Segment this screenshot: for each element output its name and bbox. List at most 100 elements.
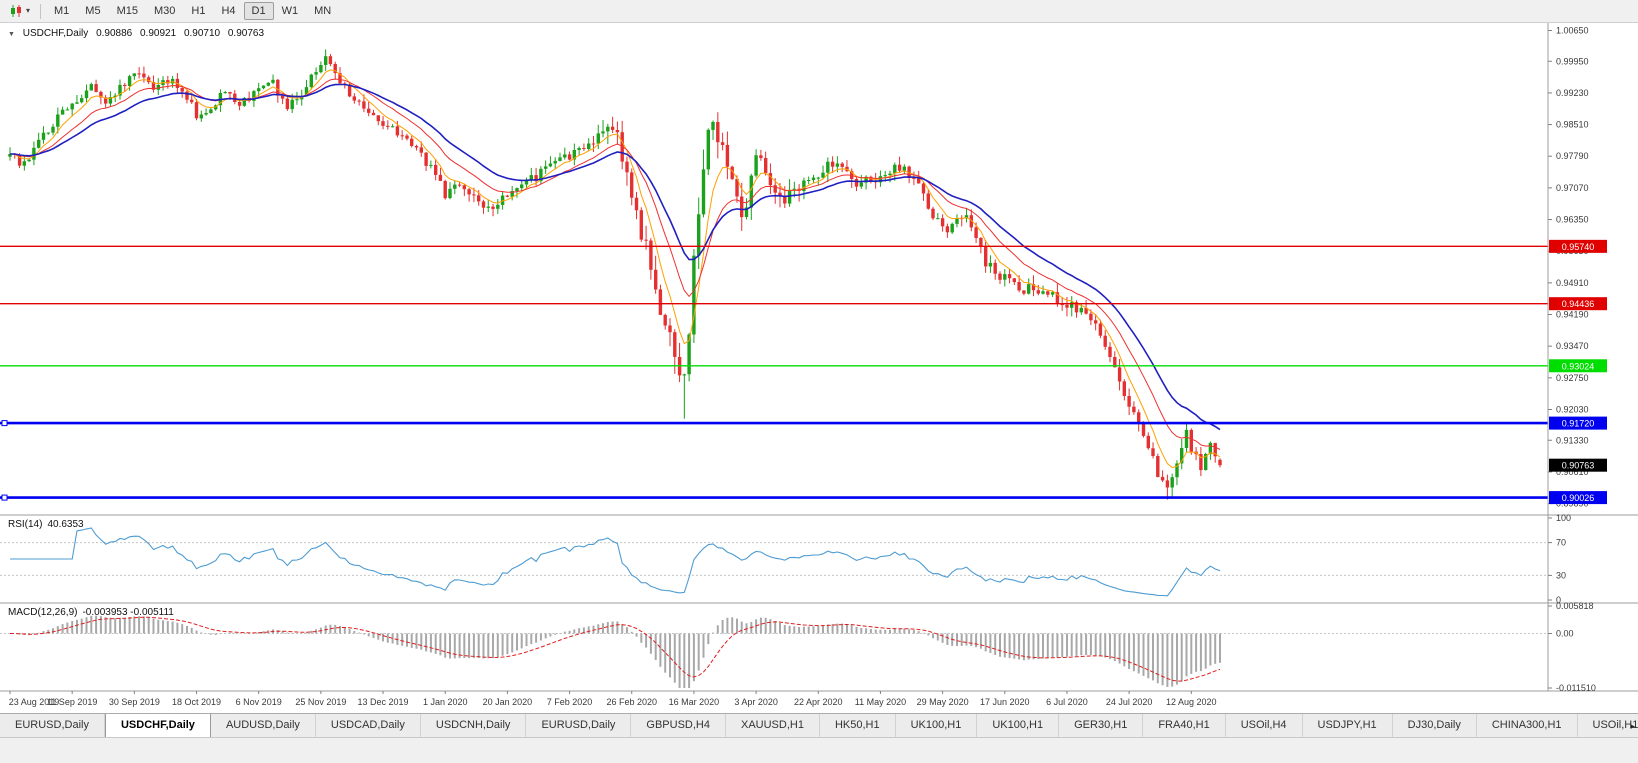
- chart-tab-hk50-h1[interactable]: HK50,H1: [819, 714, 896, 737]
- collapse-triangle-icon[interactable]: ▼: [8, 31, 15, 38]
- status-strip: [0, 737, 1638, 763]
- macd-label: MACD(12,26,9) -0.003953 -0.005111: [8, 607, 179, 618]
- level-badge-label: 0.95740: [1562, 242, 1595, 252]
- date-axis-label: 30 Sep 2019: [109, 697, 160, 707]
- rsi-axis-label: 100: [1556, 513, 1571, 523]
- price-axis-label: 0.98510: [1556, 120, 1589, 130]
- chart-tabs: EURUSD,Daily USDCHF,Daily AUDUSD,Daily USDC…: [0, 714, 1638, 737]
- ma-line-24: [10, 83, 1221, 431]
- level-line-handle[interactable]: [1, 494, 8, 501]
- macd-axis-label: -0.011510: [1556, 683, 1596, 693]
- timeframe-button-mn[interactable]: MN: [314, 5, 332, 17]
- date-axis-label: 22 Apr 2020: [794, 697, 843, 707]
- chart-tab-xauusd-h1[interactable]: XAUUSD,H1: [725, 714, 820, 737]
- date-axis-label: 23 Aug 2019: [9, 697, 60, 707]
- timeframe-button-h4[interactable]: H4: [221, 5, 236, 17]
- price-axis-label: 0.94190: [1556, 310, 1589, 320]
- chart-symbol-period: USDCHF,Daily: [22, 28, 89, 39]
- price-axis-label: 0.97790: [1556, 151, 1589, 161]
- timeframe-button-m5[interactable]: M5: [85, 5, 101, 17]
- rsi-value: 40.6353: [47, 519, 84, 530]
- date-axis-label: 18 Oct 2019: [172, 697, 221, 707]
- price-axis-label: 0.92030: [1556, 404, 1589, 414]
- level-badge-label: 0.93024: [1562, 361, 1595, 371]
- chart-tab-ger30-h1[interactable]: GER30,H1: [1059, 714, 1144, 737]
- chart-tab-eurusd-daily[interactable]: EURUSD,Daily: [0, 714, 105, 737]
- chart-tab-dj30-daily[interactable]: DJ30,Daily: [1392, 714, 1477, 737]
- date-axis-label: 25 Nov 2019: [295, 697, 346, 707]
- chart-tab-usdcad-daily[interactable]: USDCAD,Daily: [315, 714, 421, 737]
- level-price-badge: [1549, 239, 1607, 253]
- chart-tab-usdcnh-daily[interactable]: USDCNH,Daily: [420, 714, 527, 737]
- level-price-badge: [1549, 416, 1607, 430]
- chart-tab-uk100-h1[interactable]: UK100,H1: [895, 714, 978, 737]
- chart-tab-gbpusd-h4[interactable]: GBPUSD,H4: [631, 714, 726, 737]
- level-badge-label: 0.94436: [1562, 299, 1595, 309]
- timeframe-button-d1[interactable]: D1: [243, 2, 274, 20]
- price-axis-label: 0.94910: [1556, 278, 1589, 288]
- price-axis-label: 0.97070: [1556, 183, 1589, 193]
- ma-line-6: [9, 69, 1221, 469]
- macd-histogram: [13, 615, 1221, 688]
- date-axis-label: 26 Feb 2020: [606, 697, 657, 707]
- date-axis-label: 13 Dec 2019: [358, 697, 409, 707]
- chart-tab-usoil-h1[interactable]: USOil,H1: [1577, 714, 1638, 737]
- timeframe-button-m30[interactable]: M30: [153, 5, 176, 17]
- price-axis-label: 1.00650: [1556, 25, 1589, 35]
- level-price-badge: [1549, 297, 1607, 311]
- chart-tab-bar: EURUSD,Daily USDCHF,Daily AUDUSD,Daily USDC…: [0, 713, 1638, 737]
- date-axis-label: 12 Aug 2020: [1166, 697, 1217, 707]
- macd-name: MACD(12,26,9): [8, 607, 78, 618]
- chart-canvas[interactable]: 1.00650 0.99950 0.99230 0.98510 0.97790 0.970…: [0, 23, 1638, 713]
- level-price-badge: [1549, 491, 1607, 505]
- price-axis-label: 0.91330: [1556, 435, 1589, 445]
- price-axis-label: 0.99230: [1556, 88, 1589, 98]
- date-axis-label: 17 Jun 2020: [980, 697, 1030, 707]
- rsi-axis-label: 70: [1556, 538, 1566, 548]
- chart-tab-china300-h1[interactable]: CHINA300,H1: [1476, 714, 1578, 737]
- tab-scroll-right-icon[interactable]: ▸: [1630, 721, 1635, 731]
- rsi-name: RSI(14): [8, 519, 43, 530]
- timeframe-button-w1[interactable]: W1: [281, 5, 299, 17]
- price-axis-label: 0.90610: [1556, 467, 1589, 477]
- macd-values: -0.003953 -0.005111: [82, 607, 174, 618]
- ohlc-readout: ▼ USDCHF,Daily 0.90886 0.90921 0.90710 0…: [8, 28, 269, 39]
- chart-tab-usdjpy-h1[interactable]: USDJPY,H1: [1302, 714, 1393, 737]
- macd-signal-line: [10, 616, 1221, 682]
- date-axis-label: 20 Jan 2020: [483, 697, 533, 707]
- date-axis-label: 11 May 2020: [855, 697, 906, 707]
- date-axis-label: 11 Sep 2019: [47, 697, 97, 707]
- level-line-handle[interactable]: [1, 420, 8, 427]
- current-price-badge: [1549, 458, 1607, 472]
- readout-close: 0.90763: [227, 28, 265, 39]
- rsi-label: RSI(14) 40.6353: [8, 519, 89, 530]
- candlestick-chart-icon: [11, 5, 21, 17]
- timeframe-button-h1[interactable]: H1: [191, 5, 206, 17]
- price-axis-label: 0.96350: [1556, 215, 1589, 225]
- level-price-badge: [1549, 359, 1607, 373]
- chevron-down-icon: ▾: [26, 6, 31, 15]
- rsi-axis-label: 30: [1556, 570, 1566, 580]
- date-axis-label: 7 Feb 2020: [547, 697, 593, 707]
- toolbar-divider: [40, 3, 42, 19]
- current-price-label: 0.90763: [1562, 461, 1595, 471]
- rsi-line: [10, 527, 1221, 597]
- readout-open: 0.90886: [96, 28, 133, 39]
- timeframe-button-m15[interactable]: M15: [116, 5, 138, 17]
- readout-low: 0.90710: [183, 28, 221, 39]
- chart-tab-uk100-h1[interactable]: UK100,H1: [977, 714, 1060, 737]
- date-axis-label: 1 Jan 2020: [423, 697, 468, 707]
- chart-tab-audusd-daily[interactable]: AUDUSD,Daily: [210, 714, 316, 737]
- chart-tab-usdchf-daily[interactable]: USDCHF,Daily: [104, 714, 211, 737]
- top-toolbar: ▾ M1 M5 M15 M30 H1 H4 D1 W1 MN: [0, 0, 1638, 23]
- chart-type-button[interactable]: ▾: [4, 2, 35, 20]
- chart-tab-usoil-h4[interactable]: USOil,H4: [1225, 714, 1303, 737]
- chart-tab-fra40-h1[interactable]: FRA40,H1: [1143, 714, 1226, 737]
- macd-axis-label: 0.00: [1556, 629, 1574, 639]
- date-axis-label: 29 May 2020: [917, 697, 969, 707]
- date-axis-label: 3 Apr 2020: [734, 697, 778, 707]
- chart-tab-eurusd-daily[interactable]: EURUSD,Daily: [526, 714, 632, 737]
- timeframe-button-m1[interactable]: M1: [54, 5, 70, 17]
- readout-high: 0.90921: [140, 28, 177, 39]
- price-axis-label: 0.92750: [1556, 373, 1589, 383]
